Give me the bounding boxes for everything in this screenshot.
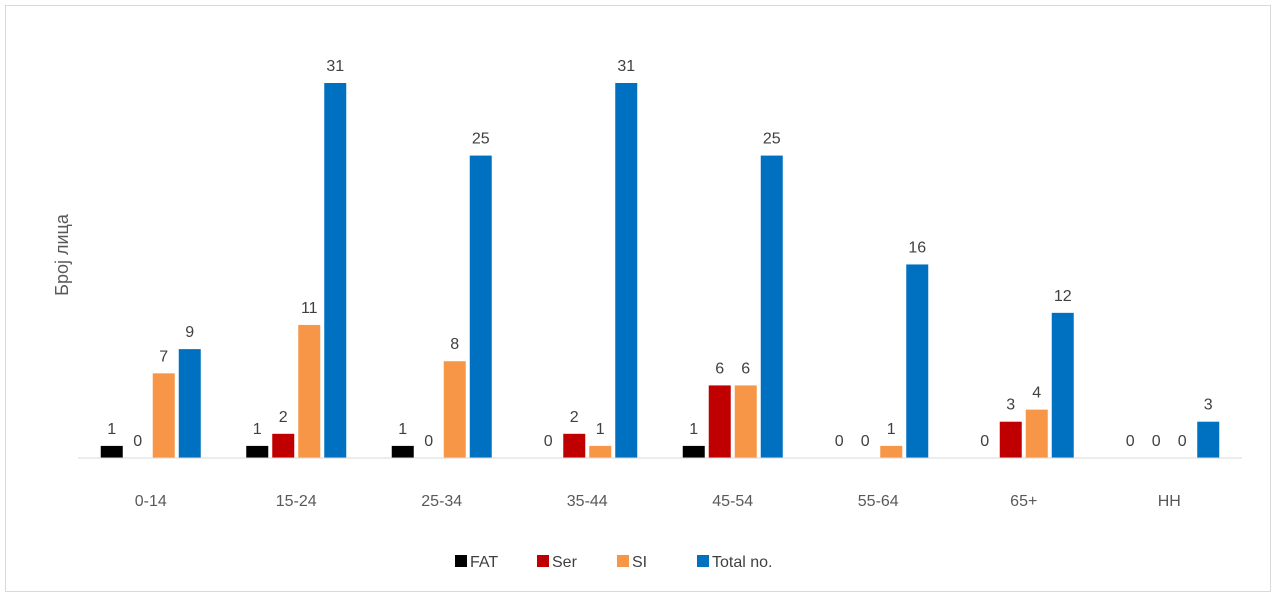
data-label-si-0: 7 <box>159 348 168 365</box>
data-label-si-1: 11 <box>301 300 318 317</box>
data-label-ser-4: 6 <box>715 360 724 377</box>
data-label-ser-7: 0 <box>1152 433 1161 450</box>
x-tick-label: 65+ <box>1010 493 1037 510</box>
bar-total-no-3 <box>615 83 638 458</box>
bar-total-no-6 <box>1051 312 1074 458</box>
bar-total-no-7 <box>1197 421 1220 458</box>
data-label-total-no-7: 3 <box>1204 397 1213 414</box>
legend-swatch-total-no <box>697 555 709 567</box>
data-label-ser-6: 3 <box>1006 397 1015 414</box>
bars-layer <box>100 83 1220 459</box>
x-tick-labels: 0-14 15-24 25-34 35-44 45-54 55-64 65+ НН <box>135 493 1181 510</box>
y-axis-label: Број лица <box>52 213 72 296</box>
data-label-si-6: 4 <box>1032 385 1041 402</box>
bar-ser-1 <box>272 433 295 458</box>
data-label-fat-4: 1 <box>689 421 698 438</box>
data-label-fat-5: 0 <box>835 433 844 450</box>
data-label-ser-2: 0 <box>424 433 433 450</box>
data-label-fat-2: 1 <box>398 421 407 438</box>
data-label-fat-3: 0 <box>544 433 553 450</box>
x-tick-label: 0-14 <box>135 493 167 510</box>
bar-si-1 <box>298 324 321 458</box>
bar-fat-0 <box>100 445 123 458</box>
data-label-si-2: 8 <box>450 336 459 353</box>
bar-total-no-4 <box>760 155 783 459</box>
data-label-total-no-6: 12 <box>1054 288 1072 305</box>
legend-label-total-no: Total no. <box>712 554 772 571</box>
bar-fat-2 <box>391 445 414 458</box>
data-label-si-5: 1 <box>887 421 896 438</box>
data-label-fat-1: 1 <box>253 421 262 438</box>
bar-si-5 <box>880 445 903 458</box>
legend: FAT Ser SI Total no. <box>455 554 772 571</box>
bar-si-0 <box>152 373 175 458</box>
legend-label-fat: FAT <box>470 554 498 571</box>
data-label-total-no-0: 9 <box>185 324 194 341</box>
legend-swatch-fat <box>455 555 467 567</box>
legend-label-si: SI <box>632 554 647 571</box>
data-label-total-no-5: 16 <box>908 239 926 256</box>
bar-si-6 <box>1025 409 1048 458</box>
data-label-si-4: 6 <box>741 360 750 377</box>
bar-fat-4 <box>682 445 705 458</box>
bar-ser-4 <box>708 385 731 458</box>
legend-swatch-si <box>617 555 629 567</box>
data-label-ser-5: 0 <box>861 433 870 450</box>
data-label-total-no-1: 31 <box>326 58 344 75</box>
data-label-total-no-4: 25 <box>763 131 781 148</box>
x-tick-label: 35-44 <box>567 493 608 510</box>
bar-total-no-5 <box>906 264 929 458</box>
legend-swatch-ser <box>537 555 549 567</box>
data-label-total-no-2: 25 <box>472 131 490 148</box>
x-tick-label: 15-24 <box>276 493 317 510</box>
bar-ser-6 <box>999 421 1022 458</box>
chart-frame <box>5 5 1271 592</box>
data-label-si-3: 1 <box>596 421 605 438</box>
data-label-si-7: 0 <box>1178 433 1187 450</box>
legend-label-ser: Ser <box>552 554 578 571</box>
x-tick-label: НН <box>1158 493 1181 510</box>
bar-ser-3 <box>563 433 586 458</box>
data-label-ser-0: 0 <box>133 433 142 450</box>
x-tick-label: 45-54 <box>712 493 753 510</box>
x-tick-label: 55-64 <box>858 493 899 510</box>
data-label-fat-0: 1 <box>107 421 116 438</box>
data-label-total-no-3: 31 <box>617 58 635 75</box>
bar-total-no-2 <box>469 155 492 459</box>
bar-fat-1 <box>246 445 269 458</box>
bar-si-4 <box>734 385 757 458</box>
y-axis-label-group: Број лица <box>52 213 72 296</box>
bar-total-no-1 <box>324 83 347 458</box>
bar-si-2 <box>443 361 466 458</box>
data-label-ser-1: 2 <box>279 409 288 426</box>
data-label-fat-7: 0 <box>1126 433 1135 450</box>
bar-si-3 <box>589 445 612 458</box>
bar-total-no-0 <box>178 349 201 458</box>
data-label-fat-6: 0 <box>980 433 989 450</box>
x-tick-label: 25-34 <box>421 493 462 510</box>
data-label-ser-3: 2 <box>570 409 579 426</box>
